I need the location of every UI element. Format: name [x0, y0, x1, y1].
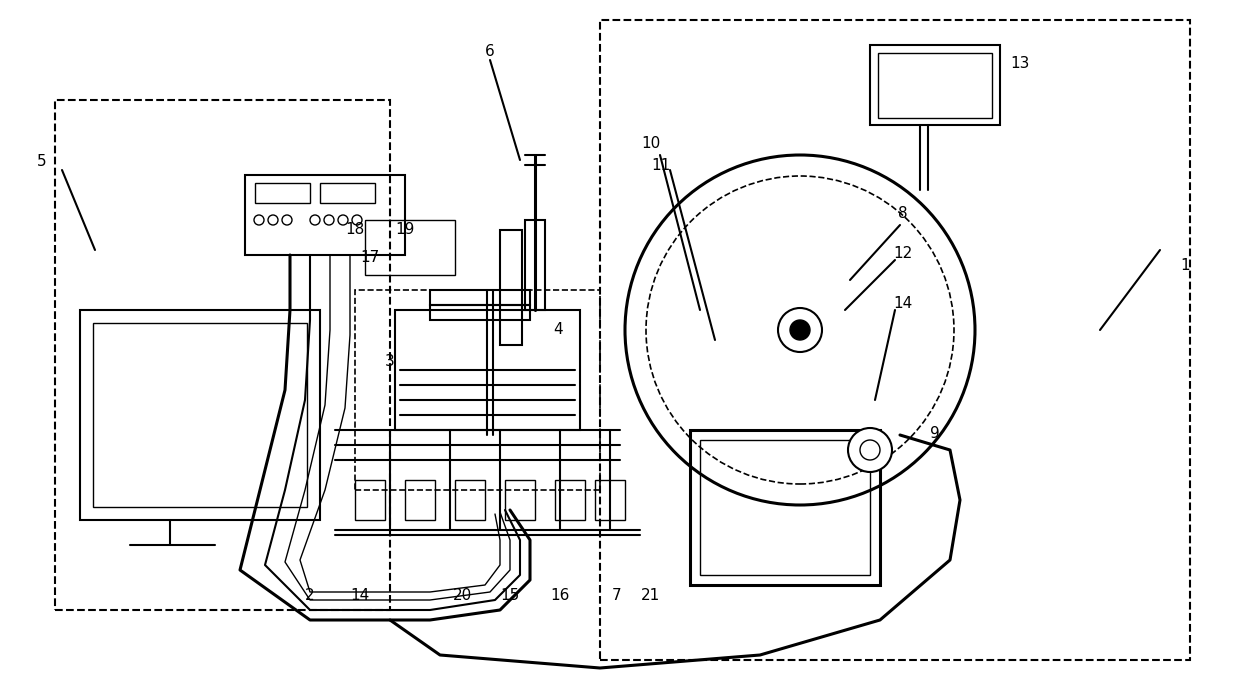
Text: 6: 6 [485, 44, 495, 60]
Bar [55, 100, 391, 610]
Circle shape [848, 428, 892, 472]
Circle shape [625, 155, 975, 505]
Circle shape [254, 215, 264, 225]
Text: 1: 1 [1180, 257, 1190, 273]
Circle shape [646, 176, 954, 484]
Bar [355, 480, 384, 520]
Text: 3: 3 [386, 354, 394, 370]
Text: 14: 14 [893, 295, 913, 311]
Bar [430, 290, 529, 305]
Bar [870, 45, 999, 125]
Text: 5: 5 [37, 154, 47, 170]
Bar [878, 53, 992, 118]
Text: 9: 9 [930, 426, 940, 441]
Bar [320, 183, 374, 203]
Bar [556, 480, 585, 520]
Circle shape [861, 440, 880, 460]
Text: 8: 8 [898, 206, 908, 221]
Bar [505, 480, 534, 520]
Text: 13: 13 [1011, 55, 1029, 71]
Text: 7: 7 [613, 588, 621, 603]
Text: 18: 18 [346, 223, 365, 237]
Bar [455, 480, 485, 520]
Circle shape [281, 215, 291, 225]
Bar [701, 440, 870, 575]
Circle shape [790, 320, 810, 340]
Text: 10: 10 [641, 136, 661, 150]
Circle shape [324, 215, 334, 225]
Text: 4: 4 [553, 322, 563, 338]
Bar [595, 480, 625, 520]
Text: 21: 21 [640, 588, 660, 603]
Text: 19: 19 [396, 223, 414, 237]
Bar [396, 310, 580, 430]
Bar [81, 310, 320, 520]
Circle shape [777, 308, 822, 352]
Circle shape [268, 215, 278, 225]
Bar [93, 323, 308, 507]
Text: 14: 14 [351, 588, 370, 603]
Text: 15: 15 [501, 588, 520, 603]
Bar [365, 220, 455, 275]
Bar [246, 175, 405, 255]
Bar [430, 305, 529, 320]
Circle shape [339, 215, 348, 225]
Text: 17: 17 [361, 251, 379, 266]
Text: 11: 11 [651, 158, 671, 172]
Bar [355, 290, 600, 490]
Bar [689, 430, 880, 585]
Bar [600, 20, 1190, 660]
Circle shape [352, 215, 362, 225]
Text: 2: 2 [305, 588, 315, 603]
Bar [500, 230, 522, 345]
Text: 16: 16 [551, 588, 569, 603]
Circle shape [310, 215, 320, 225]
Text: 20: 20 [453, 588, 471, 603]
Text: 12: 12 [893, 246, 913, 260]
Bar [255, 183, 310, 203]
Bar [405, 480, 435, 520]
Bar [525, 220, 546, 310]
